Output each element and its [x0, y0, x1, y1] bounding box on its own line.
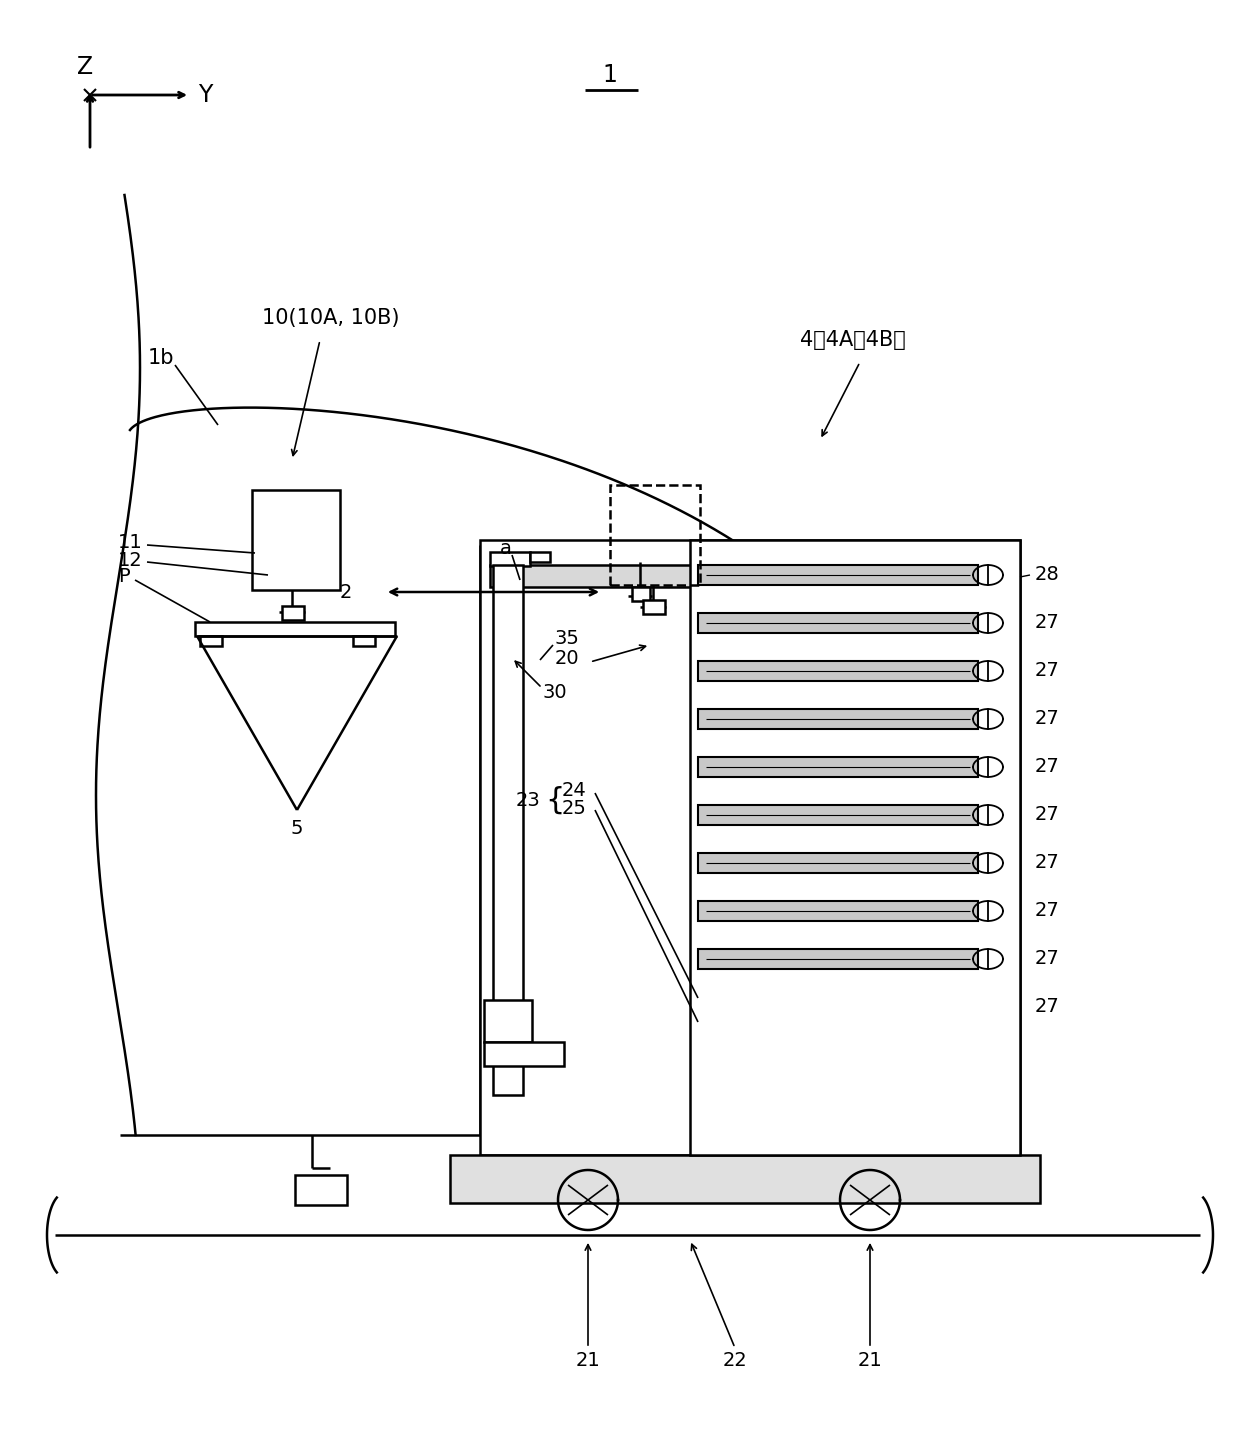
Bar — [698, 661, 978, 681]
Text: 10(10A, 10B): 10(10A, 10B) — [262, 308, 399, 328]
Bar — [480, 541, 1021, 1154]
Text: 1b: 1b — [148, 348, 175, 369]
Bar — [295, 1174, 347, 1205]
Bar — [281, 607, 304, 619]
Bar — [698, 565, 978, 585]
Text: 11: 11 — [118, 533, 143, 552]
Text: 4（4A，4B）: 4（4A，4B） — [800, 330, 905, 350]
Text: Y: Y — [198, 83, 212, 108]
Bar — [610, 485, 701, 585]
Text: 21: 21 — [575, 1351, 600, 1369]
Text: Z: Z — [77, 54, 93, 79]
Text: 2: 2 — [340, 582, 352, 601]
Bar — [632, 587, 650, 601]
Text: P: P — [118, 568, 130, 587]
Text: 12: 12 — [118, 551, 143, 569]
Bar — [698, 853, 978, 873]
Text: 30: 30 — [543, 684, 568, 703]
Text: 5: 5 — [290, 819, 304, 837]
Bar — [252, 490, 340, 589]
Bar — [490, 565, 999, 587]
Bar — [484, 1043, 564, 1065]
Text: 24: 24 — [562, 780, 587, 800]
Bar — [698, 708, 978, 728]
Bar — [490, 552, 529, 566]
Bar — [644, 599, 665, 614]
Text: 22: 22 — [723, 1351, 748, 1369]
Text: 27: 27 — [1035, 949, 1060, 968]
Text: 27: 27 — [1035, 710, 1060, 728]
Bar — [200, 637, 222, 645]
Bar — [450, 1154, 1040, 1203]
Text: a: a — [500, 539, 512, 558]
Bar — [484, 999, 532, 1043]
Text: 27: 27 — [1035, 757, 1060, 776]
Text: 28: 28 — [1035, 565, 1060, 585]
Text: 35: 35 — [556, 628, 580, 648]
Bar — [698, 901, 978, 921]
Text: {: { — [546, 786, 564, 815]
Text: 20: 20 — [556, 648, 579, 667]
Text: 27: 27 — [1035, 853, 1060, 872]
Bar — [698, 612, 978, 632]
Bar — [353, 637, 374, 645]
Text: 27: 27 — [1035, 661, 1060, 681]
Text: 21: 21 — [858, 1351, 883, 1369]
Bar — [698, 757, 978, 777]
Bar — [494, 565, 523, 1096]
Text: 23: 23 — [516, 790, 541, 810]
Bar — [529, 552, 551, 562]
Text: 25: 25 — [562, 799, 587, 817]
Bar — [698, 804, 978, 825]
Text: 1: 1 — [603, 63, 618, 87]
Text: 27: 27 — [1035, 902, 1060, 921]
Text: 27: 27 — [1035, 998, 1060, 1017]
Bar — [195, 622, 396, 637]
Text: 27: 27 — [1035, 806, 1060, 825]
Bar — [689, 541, 1021, 1154]
Bar — [698, 949, 978, 969]
Text: 27: 27 — [1035, 614, 1060, 632]
